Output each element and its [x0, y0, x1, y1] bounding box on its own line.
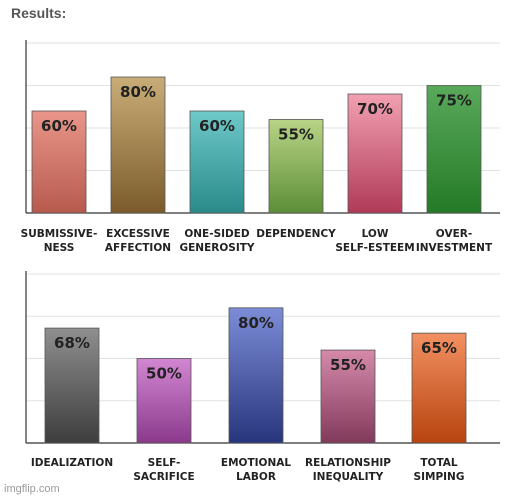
- bar-value-label: 80%: [120, 83, 156, 101]
- bar-value-label: 65%: [421, 339, 457, 357]
- category-label: EXCESSIVE: [106, 228, 170, 240]
- category-label: SACRIFICE: [133, 471, 194, 483]
- bar: [347, 93, 403, 214]
- bar-value-label: 60%: [199, 117, 235, 135]
- chart-panel-top: 60% SUBMISSIVE- NESS 80% EXCESSIVE AFFECTION 6…: [21, 40, 500, 254]
- bar-value-label: 80%: [238, 314, 274, 332]
- category-label: NESS: [44, 242, 75, 254]
- bar: [411, 332, 467, 444]
- category-label: SELF-: [148, 457, 181, 469]
- bar: [189, 110, 245, 214]
- bar-value-label: 75%: [436, 92, 472, 110]
- bar-value-label: 60%: [41, 117, 77, 135]
- category-label: INEQUALITY: [313, 471, 384, 483]
- category-label: AFFECTION: [105, 242, 171, 254]
- category-label: GENEROSITY: [180, 242, 255, 254]
- bar: [268, 119, 324, 214]
- category-label: TOTAL: [420, 457, 458, 469]
- category-label: ONE-SIDED: [184, 228, 250, 240]
- bar: [44, 327, 100, 444]
- bar: [110, 76, 166, 214]
- category-label: DEPENDENCY: [256, 228, 336, 240]
- category-label: LABOR: [236, 471, 276, 483]
- bar-value-label: 50%: [146, 365, 182, 383]
- category-label: SUBMISSIVE-: [21, 228, 98, 240]
- category-label: SIMPING: [414, 471, 465, 483]
- category-label: RELATIONSHIP: [305, 457, 391, 469]
- bar: [320, 349, 376, 444]
- results-title: Results:: [11, 5, 67, 21]
- category-label: INVESTMENT: [416, 242, 493, 254]
- category-label: EMOTIONAL: [221, 457, 291, 469]
- bar-value-label: 68%: [54, 334, 90, 352]
- bar-value-label: 70%: [357, 100, 393, 118]
- chart-panel-bottom: 68% IDEALIZATION 50% SELF- SACRIFICE 80% EMOTI…: [25, 271, 500, 483]
- bar-value-label: 55%: [278, 126, 314, 144]
- bar: [31, 110, 87, 214]
- bar: [136, 358, 192, 444]
- category-label: OVER-: [436, 228, 472, 240]
- bar: [228, 307, 284, 444]
- bar: [426, 85, 482, 214]
- category-label: IDEALIZATION: [31, 457, 113, 469]
- imgflip-watermark: imgflip.com: [4, 483, 60, 495]
- category-label: SELF-ESTEEM: [335, 242, 414, 254]
- bar-value-label: 55%: [330, 356, 366, 374]
- category-label: LOW: [362, 228, 389, 240]
